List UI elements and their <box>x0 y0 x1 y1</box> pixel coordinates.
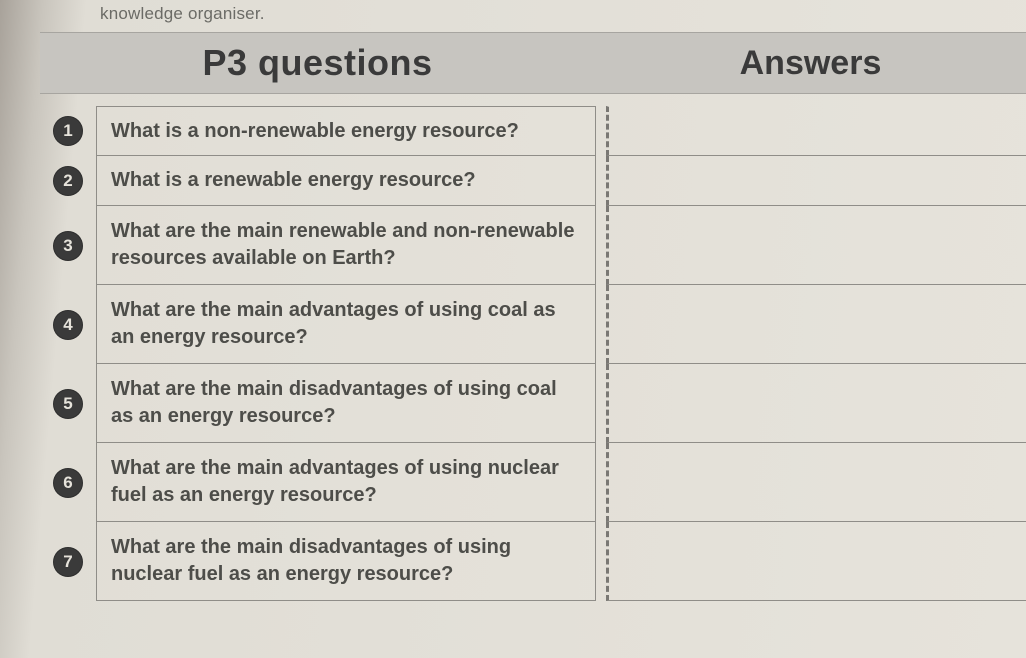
answer-cell <box>606 364 1026 443</box>
number-col: 2 <box>40 156 96 206</box>
number-badge: 6 <box>53 468 83 498</box>
number-col: 3 <box>40 206 96 285</box>
worksheet-page: knowledge organiser. P3 questions Answer… <box>0 0 1026 658</box>
answer-cell <box>606 206 1026 285</box>
answers-header: Answers <box>595 44 1026 83</box>
question-row: 4 What are the main advantages of using … <box>40 285 1026 364</box>
question-row: 5 What are the main disadvantages of usi… <box>40 364 1026 443</box>
number-col: 1 <box>40 106 96 156</box>
number-badge: 4 <box>53 310 83 340</box>
question-rows: 1 What is a non-renewable energy resourc… <box>40 94 1026 601</box>
question-cell: What are the main renewable and non-rene… <box>96 206 596 285</box>
question-row: 3 What are the main renewable and non-re… <box>40 206 1026 285</box>
question-cell: What are the main disadvantages of using… <box>96 364 596 443</box>
question-row: 2 What is a renewable energy resource? <box>40 156 1026 206</box>
number-badge: 7 <box>53 547 83 577</box>
number-col: 4 <box>40 285 96 364</box>
question-row: 1 What is a non-renewable energy resourc… <box>40 106 1026 156</box>
number-badge: 5 <box>53 389 83 419</box>
question-cell: What are the main advantages of using co… <box>96 285 596 364</box>
answer-cell <box>606 522 1026 601</box>
header-bar: P3 questions Answers <box>40 32 1026 94</box>
number-badge: 3 <box>53 231 83 261</box>
number-col: 5 <box>40 364 96 443</box>
question-cell: What is a renewable energy resource? <box>96 156 596 206</box>
answer-cell <box>606 156 1026 206</box>
question-cell: What are the main disadvantages of using… <box>96 522 596 601</box>
questions-header: P3 questions <box>40 42 595 84</box>
answer-cell <box>606 443 1026 522</box>
question-row: 7 What are the main disadvantages of usi… <box>40 522 1026 601</box>
top-caption: knowledge organiser. <box>40 0 1026 32</box>
number-col: 7 <box>40 522 96 601</box>
answer-cell <box>606 285 1026 364</box>
number-badge: 2 <box>53 166 83 196</box>
answer-cell <box>606 106 1026 156</box>
number-badge: 1 <box>53 116 83 146</box>
question-cell: What are the main advantages of using nu… <box>96 443 596 522</box>
question-row: 6 What are the main advantages of using … <box>40 443 1026 522</box>
number-col: 6 <box>40 443 96 522</box>
question-cell: What is a non-renewable energy resource? <box>96 106 596 156</box>
